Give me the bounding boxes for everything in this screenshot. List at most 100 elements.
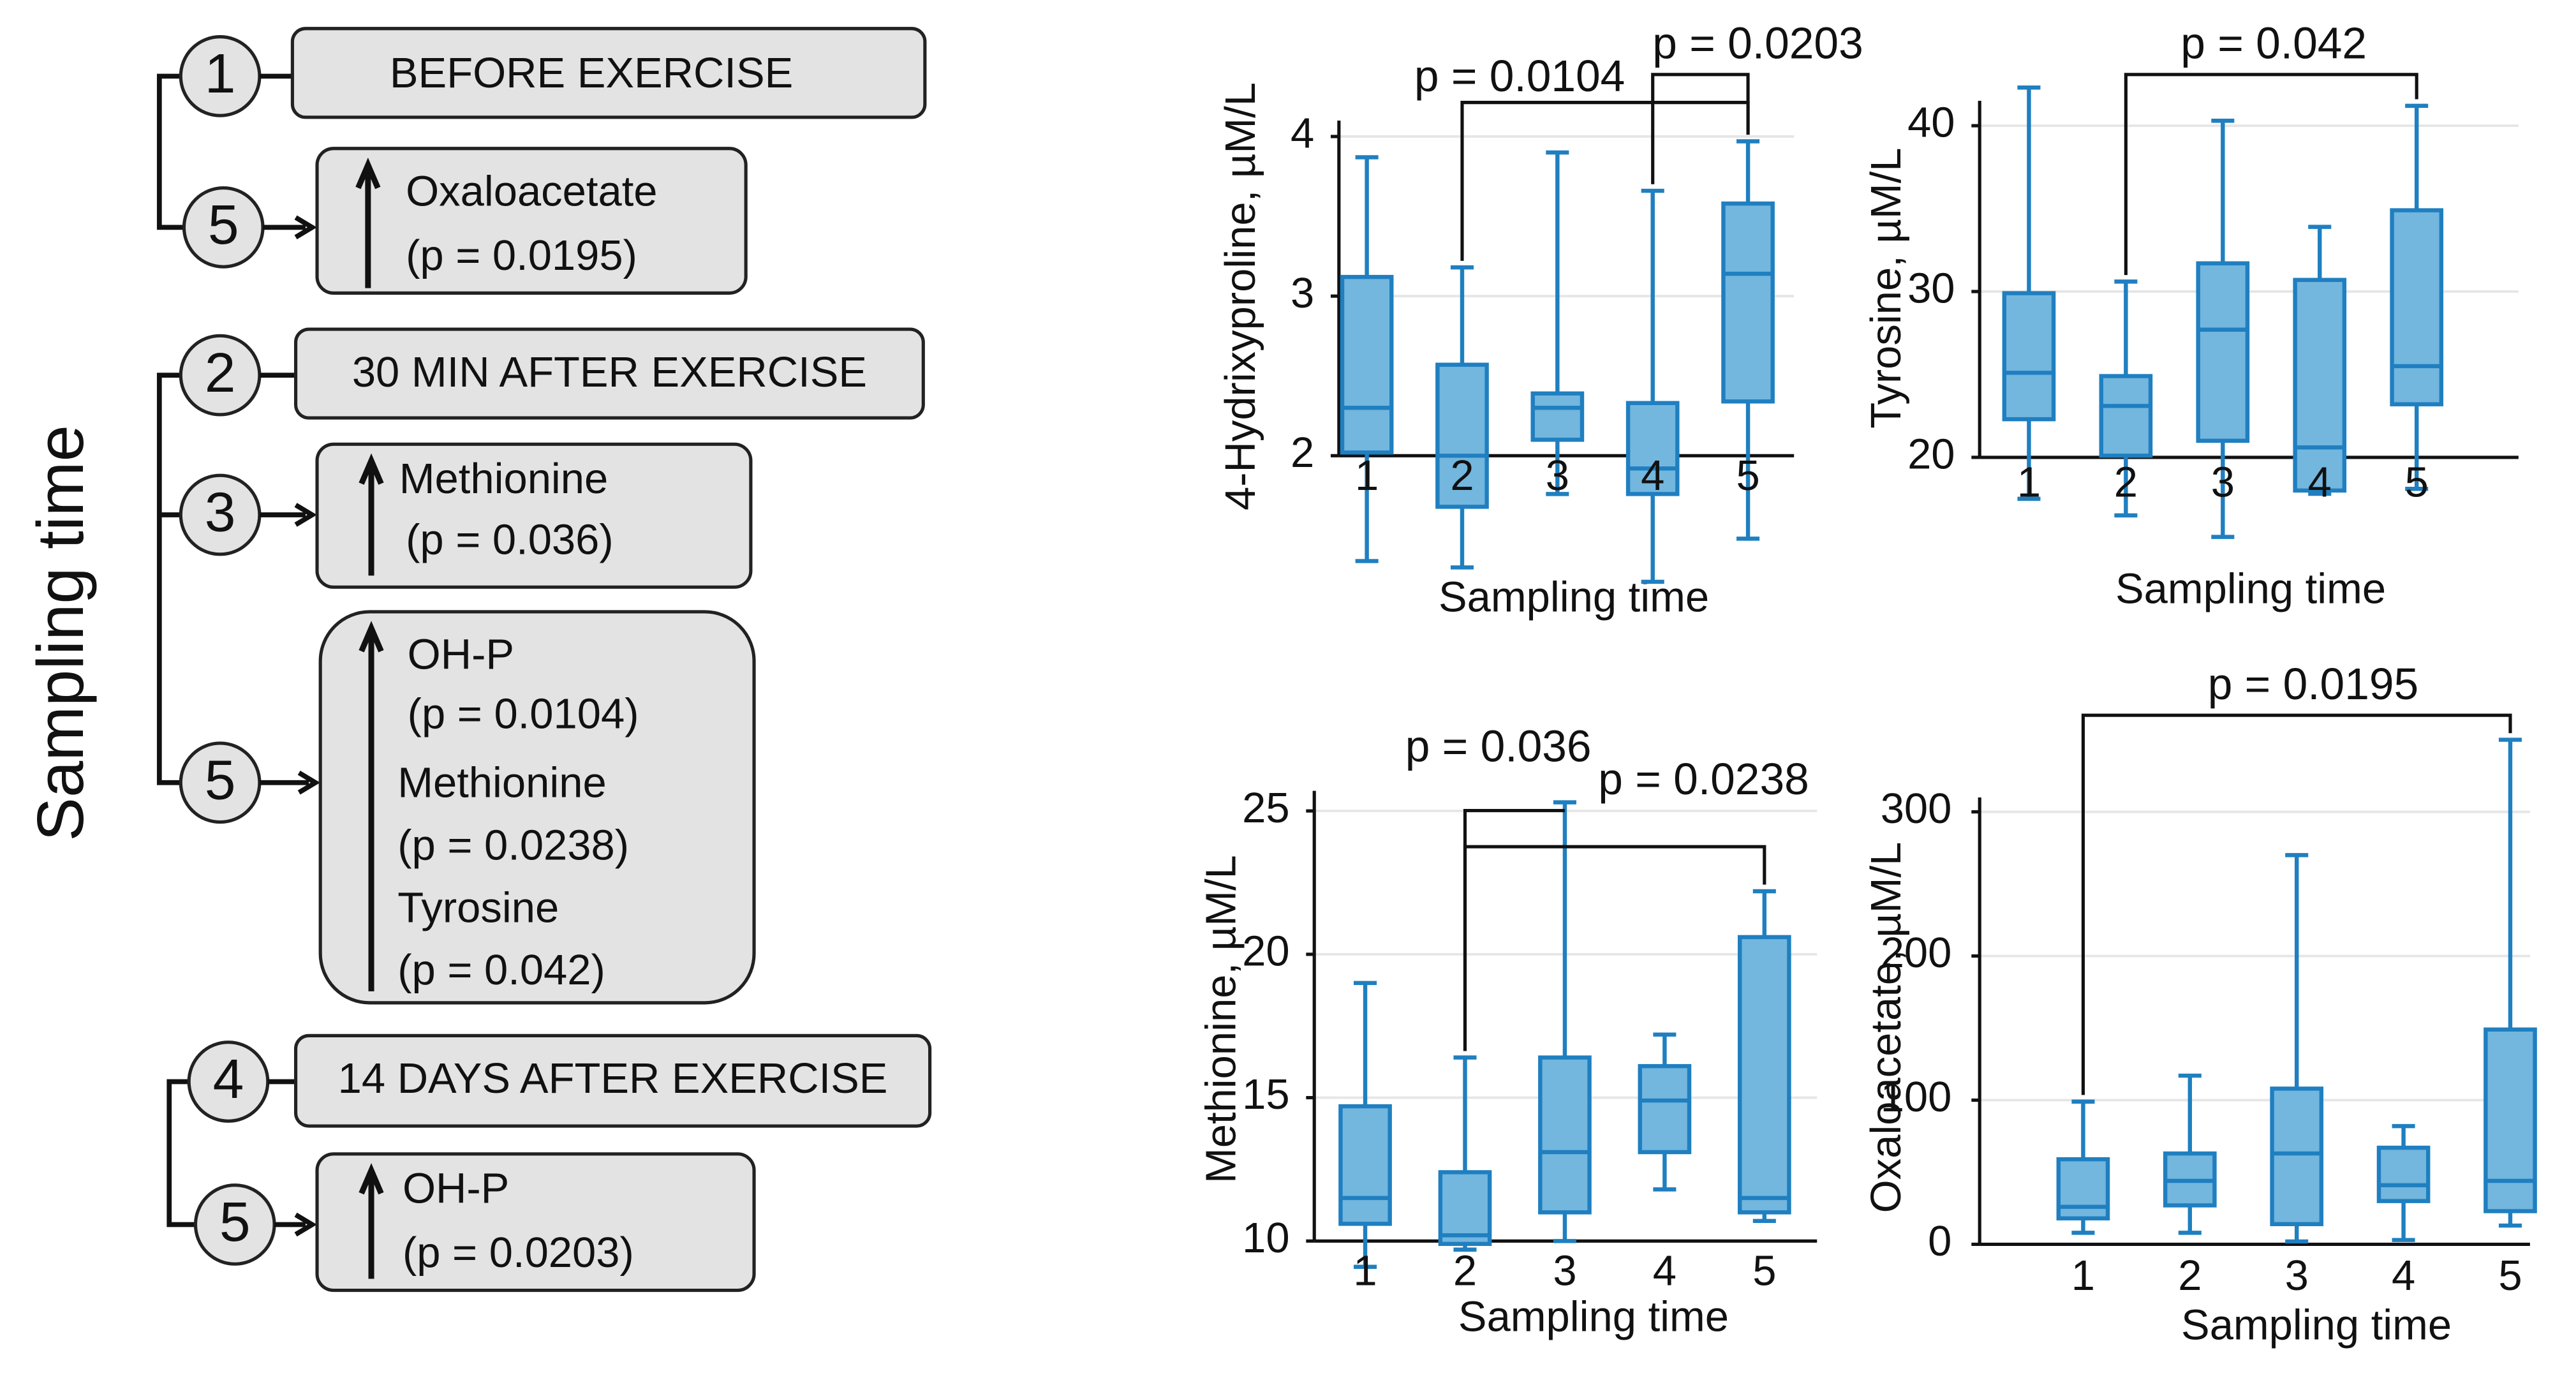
whisker-low [1736, 401, 1760, 541]
diagram-axis-label: Sampling time [24, 425, 97, 841]
arrow [259, 771, 320, 795]
y-tick-label: 3 [1291, 269, 1314, 317]
significance-label: p = 0.0238 [1598, 754, 1809, 804]
stage-box [293, 1034, 932, 1128]
box [1435, 362, 1489, 509]
x-tick-label: 4 [1653, 1247, 1677, 1294]
x-tick-label: 5 [2498, 1252, 2522, 1300]
y-axis-label: Tyrosine, µM/L [1862, 147, 1910, 428]
x-tick-label: 1 [1355, 452, 1379, 500]
whisker-low [1641, 494, 1664, 584]
outcome-line: (p = 0.0104) [408, 690, 639, 737]
chart: 10 15 20 25 Methionine, µM/L Sampling time 1 2 3… [1197, 722, 1817, 1341]
y-axis-label: Methionine, µM/L [1197, 855, 1245, 1183]
whisker-high [1736, 139, 1760, 204]
whisker-low [2178, 1205, 2202, 1235]
whisker-high [2017, 85, 2041, 293]
whisker-low [2392, 1201, 2415, 1242]
whisker-low [1355, 452, 1379, 563]
outcome-box [315, 147, 748, 295]
x-tick-label: 3 [2211, 458, 2235, 506]
whisker-low [2071, 1218, 2095, 1235]
x-axis-label: Sampling time [1439, 574, 1709, 621]
stage-box [293, 327, 925, 420]
whisker-high [2178, 1073, 2202, 1154]
up-arrow [355, 158, 381, 288]
outcome-box [315, 442, 753, 589]
step-number: 2 [205, 341, 236, 404]
diagram: Sampling time 1 BEFORE EXERCISE 5 Oxaloa… [24, 27, 932, 1293]
outcome-line: (p = 0.0195) [406, 232, 637, 279]
significance-label: p = 0.042 [2180, 18, 2367, 68]
step-number: 1 [205, 42, 236, 105]
whisker-low [2405, 404, 2429, 491]
whisker-high [1453, 1055, 1477, 1173]
whisker-high [1752, 889, 1776, 937]
y-tick-label: 2 [1291, 429, 1314, 477]
x-tick-label: 2 [1450, 452, 1474, 500]
whisker-high [2405, 103, 2429, 211]
box [2390, 208, 2444, 406]
whisker-high [2114, 279, 2138, 376]
x-tick-label: 3 [1546, 452, 1569, 500]
significance-bracket [2124, 73, 2418, 276]
box [2293, 278, 2347, 493]
x-tick-label: 2 [2178, 1252, 2202, 1300]
y-tick-label: 4 [1291, 110, 1314, 158]
x-tick-label: 4 [2392, 1252, 2415, 1300]
y-tick-label: 40 [1907, 99, 1955, 147]
box [2270, 1086, 2324, 1227]
box [2099, 374, 2153, 458]
x-tick-label: 3 [2285, 1252, 2309, 1300]
x-tick-label: 1 [1353, 1247, 1377, 1294]
box [1625, 401, 1680, 496]
outcome-line: (p = 0.036) [406, 515, 614, 563]
step-number: 5 [205, 748, 236, 811]
whisker-high [1355, 155, 1379, 278]
x-tick-label: 1 [2071, 1252, 2095, 1300]
up-arrow [359, 1163, 384, 1279]
box [1438, 1170, 1492, 1246]
arrow [259, 503, 317, 527]
stage-box [290, 27, 927, 119]
step-number: 3 [205, 481, 236, 544]
x-tick-label: 1 [2017, 458, 2041, 506]
up-arrow [359, 621, 384, 991]
step-number: 5 [208, 193, 239, 256]
outcome-box [318, 610, 756, 1005]
x-tick-label: 4 [2308, 458, 2332, 506]
box [1338, 1104, 1392, 1226]
arrow [274, 1212, 317, 1237]
x-tick-label: 2 [2114, 458, 2138, 506]
whisker-low [2285, 1224, 2309, 1244]
whisker-low [1354, 1224, 1377, 1269]
box [1530, 391, 1585, 442]
x-axis-label: Sampling time [1458, 1293, 1729, 1341]
significance-bracket [1460, 101, 1750, 261]
whisker-high [2392, 1123, 2415, 1148]
step-number: 5 [219, 1190, 251, 1253]
arrow [263, 215, 317, 240]
box [2196, 261, 2250, 443]
y-axis-label: Oxaloacetate, µM/L [1862, 842, 1910, 1213]
box [1737, 935, 1791, 1215]
outcome-line: (p = 0.042) [397, 946, 605, 994]
significance-label: p = 0.0104 [1414, 51, 1625, 101]
connector [156, 73, 184, 230]
box [1340, 274, 1394, 455]
whisker-high [1450, 265, 1474, 365]
y-tick-label: 15 [1242, 1071, 1289, 1118]
x-tick-label: 4 [1641, 452, 1664, 500]
whisker-high [2285, 853, 2309, 1089]
y-tick-label: 20 [1907, 431, 1955, 478]
y-tick-label: 20 [1242, 928, 1289, 975]
x-axis-label: Sampling time [2115, 565, 2386, 613]
outcome-line: Methionine [397, 759, 606, 807]
connector [167, 1079, 196, 1227]
box [2002, 291, 2056, 422]
box [1721, 201, 1775, 404]
significance-label: p = 0.0195 [2208, 659, 2419, 709]
outcome-line: Methionine [399, 455, 608, 503]
stage-label: 30 MIN AFTER EXERCISE [352, 348, 867, 396]
